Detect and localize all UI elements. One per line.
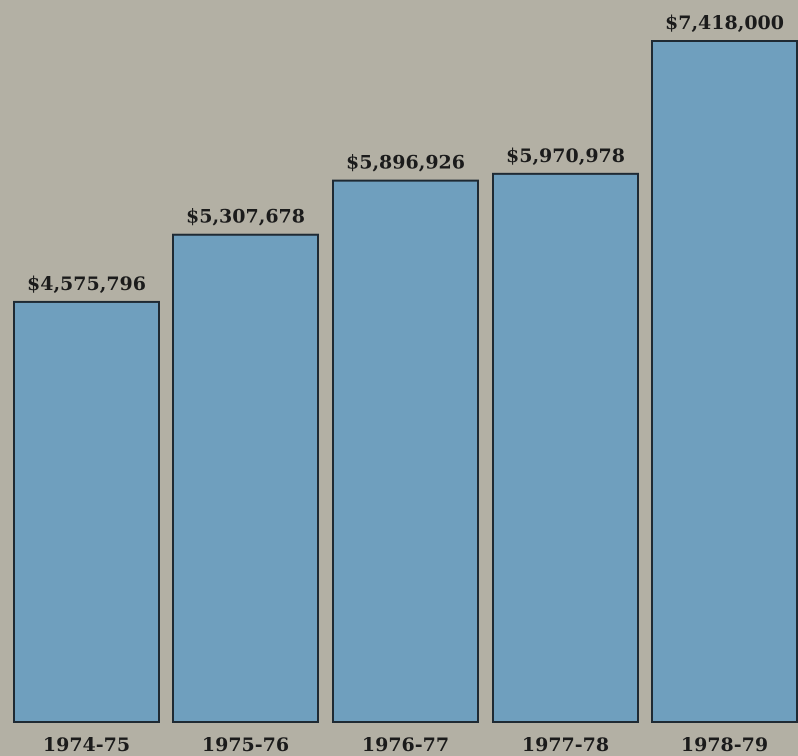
category-label-1974-75: 1974-75 <box>43 734 130 756</box>
category-label-1978-79: 1978-79 <box>681 734 768 756</box>
category-labels-group: 1974-75 1975-76 1976-77 1977-78 1978-79 <box>43 734 768 756</box>
bar-1978-79 <box>651 40 798 723</box>
bar-1975-76 <box>172 233 319 723</box>
category-label-1977-78: 1977-78 <box>522 734 609 756</box>
value-label-1977-78: $5,970,978 <box>506 145 625 167</box>
bar-1977-78 <box>492 172 639 724</box>
bars-group <box>13 40 798 724</box>
value-label-1978-79: $7,418,000 <box>665 12 784 34</box>
value-label-1975-76: $5,307,678 <box>186 206 305 228</box>
bar-1974-75 <box>13 300 160 723</box>
bar-1976-77 <box>332 179 479 723</box>
value-labels-group: $4,575,796 $5,307,678 $5,896,926 $5,970,978… <box>27 12 784 295</box>
value-label-1974-75: $4,575,796 <box>27 273 146 295</box>
value-label-1976-77: $5,896,926 <box>346 152 465 174</box>
category-label-1975-76: 1975-76 <box>202 734 289 756</box>
category-label-1976-77: 1976-77 <box>362 734 449 756</box>
